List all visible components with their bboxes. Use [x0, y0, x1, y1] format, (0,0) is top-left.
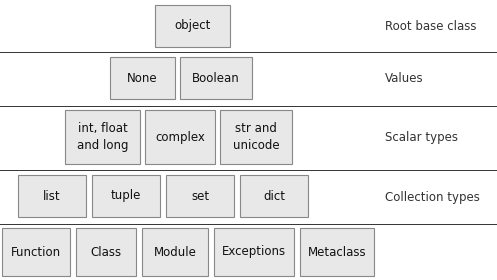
Text: complex: complex — [155, 130, 205, 143]
FancyBboxPatch shape — [18, 175, 86, 217]
Text: Module: Module — [154, 246, 196, 258]
Text: Scalar types: Scalar types — [385, 132, 458, 144]
Text: None: None — [127, 71, 158, 85]
Text: Metaclass: Metaclass — [308, 246, 366, 258]
Text: Class: Class — [90, 246, 122, 258]
FancyBboxPatch shape — [166, 175, 234, 217]
Text: tuple: tuple — [111, 190, 141, 202]
FancyBboxPatch shape — [220, 110, 292, 164]
FancyBboxPatch shape — [2, 228, 70, 276]
Text: Function: Function — [11, 246, 61, 258]
FancyBboxPatch shape — [155, 5, 230, 47]
Text: set: set — [191, 190, 209, 202]
FancyBboxPatch shape — [240, 175, 308, 217]
FancyBboxPatch shape — [92, 175, 160, 217]
Text: str and
unicode: str and unicode — [233, 122, 279, 152]
Text: object: object — [174, 20, 211, 32]
Text: Values: Values — [385, 71, 423, 85]
FancyBboxPatch shape — [214, 228, 294, 276]
Text: Collection types: Collection types — [385, 190, 480, 204]
Text: dict: dict — [263, 190, 285, 202]
Text: Root base class: Root base class — [385, 20, 477, 34]
FancyBboxPatch shape — [76, 228, 136, 276]
FancyBboxPatch shape — [142, 228, 208, 276]
FancyBboxPatch shape — [65, 110, 140, 164]
Text: Boolean: Boolean — [192, 71, 240, 85]
Text: list: list — [43, 190, 61, 202]
Text: int, float
and long: int, float and long — [77, 122, 128, 152]
Text: Exceptions: Exceptions — [222, 246, 286, 258]
FancyBboxPatch shape — [145, 110, 215, 164]
FancyBboxPatch shape — [110, 57, 175, 99]
FancyBboxPatch shape — [180, 57, 252, 99]
FancyBboxPatch shape — [300, 228, 374, 276]
